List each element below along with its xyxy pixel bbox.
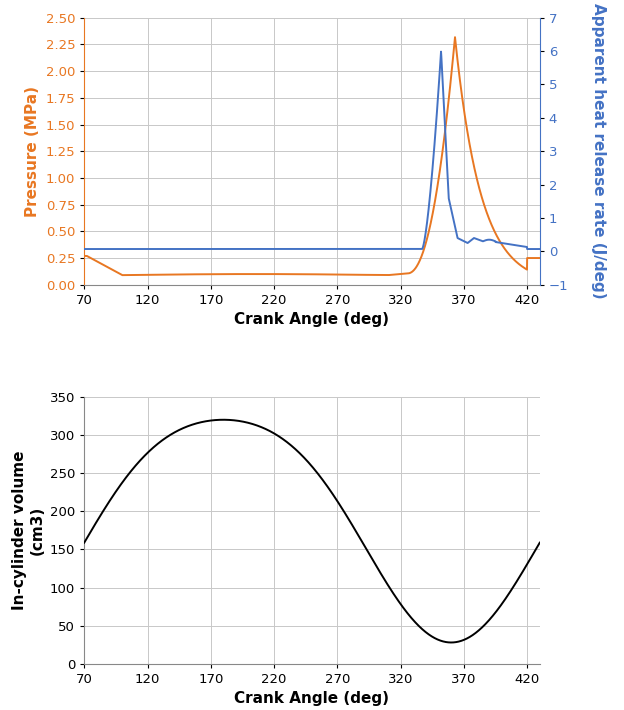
Y-axis label: Apparent heat release rate (J/deg): Apparent heat release rate (J/deg) bbox=[591, 4, 606, 299]
Y-axis label: In-cylinder volume
(cm3): In-cylinder volume (cm3) bbox=[12, 451, 44, 610]
X-axis label: Crank Angle (deg): Crank Angle (deg) bbox=[235, 312, 389, 327]
X-axis label: Crank Angle (deg): Crank Angle (deg) bbox=[235, 692, 389, 706]
Y-axis label: Pressure (MPa): Pressure (MPa) bbox=[25, 86, 40, 217]
